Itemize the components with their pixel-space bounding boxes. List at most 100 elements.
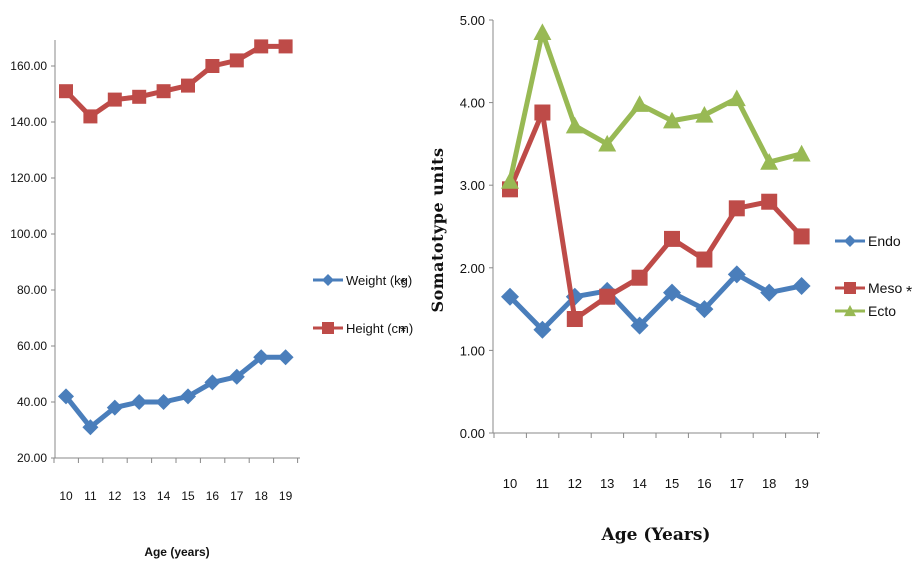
left-series-line-0 [64, 354, 286, 430]
left-series-1-point [83, 109, 98, 124]
left-x-tick-label: 14 [157, 489, 171, 503]
left-series-1-point [254, 39, 269, 54]
right-series-1-point [534, 104, 551, 121]
right-series-2-point [501, 172, 519, 189]
left-legend-label-0: Weight (kg) [346, 273, 412, 288]
left-series-0-point [155, 394, 172, 410]
right-series-2-point [792, 144, 811, 162]
left-series-0-point [82, 419, 99, 436]
left-x-tick-label: 11 [84, 489, 97, 503]
left-series-0-point [228, 368, 245, 385]
left-series-1-point [181, 78, 195, 93]
right-x-tick-label: 18 [762, 476, 776, 491]
left-x-tick-label: 19 [279, 489, 293, 503]
right-x-tick-label: 16 [697, 476, 711, 491]
left-series-0-point [106, 399, 123, 416]
right-x-axis-label: Age (Years) [601, 525, 711, 545]
left-x-tick-label: 10 [59, 489, 73, 503]
right-legend-swatch-marker-1 [844, 282, 856, 294]
left-x-axis-label: Age (years) [144, 545, 209, 559]
right-legend-label-0: Endo [868, 233, 901, 249]
left-y-tick-label: 100.00 [10, 227, 47, 241]
right-series-1-point [793, 228, 810, 245]
right-y-tick-label: 4.00 [460, 96, 485, 111]
right-y-tick-label: 0.00 [460, 426, 485, 441]
right-series-0-point [663, 283, 681, 302]
left-series-0-point [58, 388, 74, 405]
right-legend-swatch-marker-0 [844, 235, 856, 247]
right-series-2-point [760, 153, 779, 170]
left-x-tick-label: 13 [133, 489, 147, 503]
right-series-1-point [566, 311, 583, 328]
right-x-tick-label: 19 [794, 476, 808, 491]
left-series-line-1 [64, 43, 286, 119]
right-x-tick-label: 10 [503, 476, 517, 491]
left-y-tick-label: 40.00 [17, 395, 47, 409]
left-series-0-point [180, 388, 196, 405]
left-legend-marker-1: * [400, 324, 406, 341]
left-y-tick-label: 140.00 [10, 115, 47, 129]
right-y-axis-label: Somatotype units [428, 148, 447, 313]
left-y-tick-label: 80.00 [17, 283, 47, 297]
right-legend-marker-1: * [906, 284, 912, 301]
right-series-2-point [598, 134, 617, 152]
right-series-0-point [727, 265, 746, 284]
right-chart: 0.00 1.00 2.00 3.00 4.00 5.00 10 11 12 13 14 15 16 17… [428, 13, 912, 545]
right-x-tick-label: 13 [600, 476, 614, 491]
left-x-tick-label: 16 [206, 489, 220, 503]
right-series-0-point [695, 300, 714, 319]
right-y-tick-label: 1.00 [460, 343, 485, 358]
right-series-0-point [760, 283, 779, 302]
right-series-0-point [792, 276, 811, 295]
left-series-1-point [107, 92, 122, 107]
left-legend-marker-0: * [400, 276, 406, 293]
right-x-tick-label: 14 [632, 476, 646, 491]
right-y-tick-label: 2.00 [460, 261, 485, 276]
right-series-1-point [728, 200, 745, 217]
right-series-2-point [695, 105, 714, 123]
right-series-line-1 [507, 110, 804, 322]
right-legend-label-2: Ecto [868, 303, 896, 319]
left-legend-swatch-marker-1 [322, 322, 334, 334]
right-series-2-point [727, 89, 746, 107]
left-y-tick-label: 160.00 [10, 59, 47, 73]
right-y-tick-label: 5.00 [460, 13, 485, 28]
left-y-tick-label: 60.00 [17, 339, 47, 353]
right-series-1-point [631, 269, 648, 286]
right-series-1-point [599, 288, 616, 305]
right-series-1-point [696, 251, 713, 268]
right-series-1-point [761, 193, 778, 210]
right-series-2-point [565, 116, 584, 134]
left-y-tick-label: 120.00 [10, 171, 47, 185]
left-x-tick-label: 15 [181, 489, 195, 503]
left-legend-swatch-marker-0 [322, 274, 334, 286]
right-y-tick-label: 3.00 [460, 178, 485, 193]
left-series-1-point [229, 53, 244, 68]
right-legend-swatch-marker-2 [844, 305, 856, 317]
left-series-1-point [59, 84, 73, 99]
left-legend-label-1: Height (cm) [346, 321, 413, 336]
right-series-0-point [533, 320, 552, 339]
left-x-tick-label: 18 [255, 489, 269, 503]
left-chart: 20.00 40.00 60.00 80.00 100.00 120.00 140.00 16… [10, 39, 413, 559]
right-series-2-point [533, 23, 552, 41]
right-series-2-point [630, 95, 649, 112]
right-x-tick-label: 17 [730, 476, 744, 491]
right-series-1-point [664, 230, 680, 247]
left-series-1-point [278, 39, 293, 54]
left-series-0-point [253, 349, 270, 366]
right-series-2-point [663, 111, 681, 129]
left-y-tick-label: 20.00 [17, 451, 47, 465]
right-x-tick-label: 12 [568, 476, 582, 491]
right-x-tick-label: 11 [536, 476, 550, 491]
left-x-tick-label: 17 [230, 489, 244, 503]
right-legend-label-1: Meso [868, 280, 902, 296]
right-series-line-2 [507, 29, 803, 182]
left-series-1-point [205, 59, 220, 73]
left-series-0-point [131, 394, 148, 410]
left-series-0-point [277, 349, 294, 366]
left-series-0-point [204, 374, 221, 391]
right-series-line-0 [508, 271, 803, 333]
left-series-1-point [156, 84, 171, 99]
